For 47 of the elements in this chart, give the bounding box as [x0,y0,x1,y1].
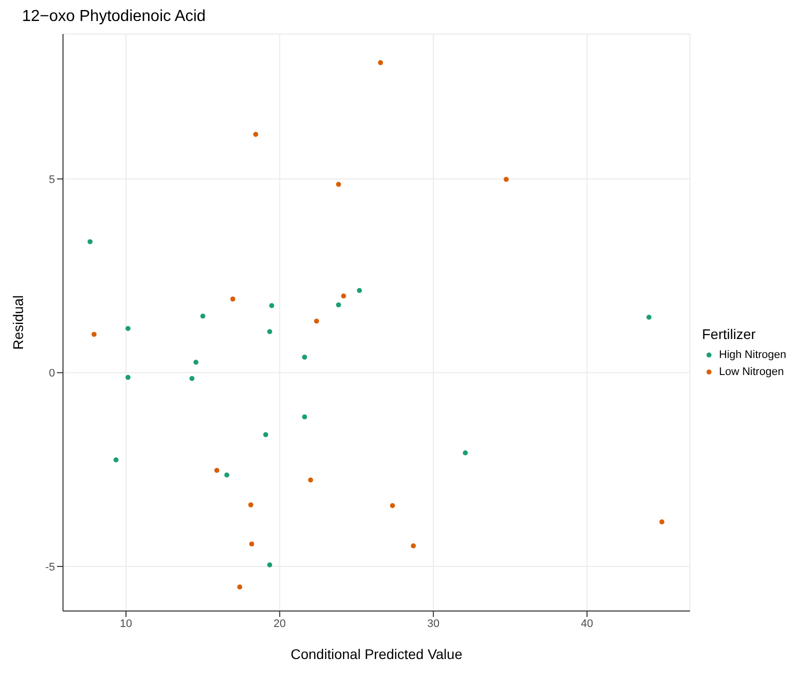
point [462,450,468,456]
point [88,239,93,244]
point [189,376,194,381]
point [248,502,254,508]
point [336,182,342,187]
point [92,332,97,337]
point [314,318,320,324]
point [267,329,272,334]
x-tick-label: 20 [274,618,286,630]
y-tick-label: -5 [45,561,55,574]
point [378,60,383,66]
point [249,541,254,546]
point [504,176,509,182]
point [302,414,308,420]
x-tick-label: 10 [120,618,132,630]
point [390,503,395,508]
y-tick-label: 5 [48,174,55,186]
point [341,293,346,298]
point [263,432,268,438]
x-axis-title: Conditional Predicted Value [290,646,463,662]
point [224,472,230,478]
y-axis-title: Residual [10,295,26,350]
point [237,584,242,590]
point [410,543,416,548]
x-tick-label: 40 [580,618,594,630]
chart-title: 12−oxo Phytodienoic Acid [22,8,207,26]
point [214,468,220,473]
legend-label: High Nitrogen [719,349,786,361]
point [126,374,131,380]
x-tick-label: 30 [427,618,440,630]
point [356,288,362,294]
point [646,314,652,320]
point [200,314,206,319]
point [267,562,272,568]
point [659,519,664,524]
point [126,326,131,332]
point [193,360,198,365]
point [114,457,119,462]
point [230,296,236,302]
y-tick-label: 0 [48,368,55,380]
point [308,478,314,483]
legend-label: Low Nitrogen [719,366,784,378]
point [253,132,258,137]
point [302,354,308,360]
legend-title: Fertilizer [702,326,757,342]
point [269,303,274,308]
point [336,302,342,308]
